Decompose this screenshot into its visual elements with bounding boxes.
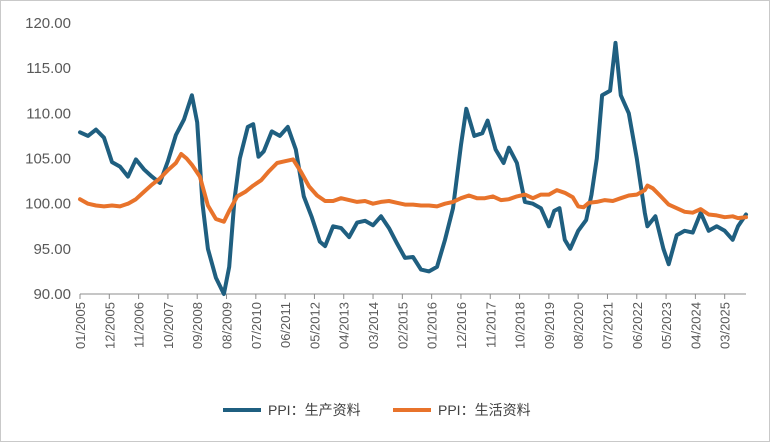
x-tick-label: 06/2022: [630, 302, 645, 349]
y-tick-label: 110.00: [26, 105, 71, 122]
y-tick-label: 100.00: [25, 196, 71, 213]
x-tick-label: 03/2014: [366, 302, 381, 349]
x-axis-ticks: 01/2005 12/2005 11/2006 10/2007 09/2008 08/20…: [73, 294, 733, 349]
x-tick-label: 04/2013: [337, 302, 352, 349]
x-tick-label: 12/2016: [454, 302, 469, 349]
y-tick-label: 115.00: [26, 60, 71, 77]
x-tick-label: 10/2007: [161, 302, 176, 349]
x-tick-label: 08/2009: [220, 302, 235, 349]
legend: PPI：生产资料 PPI：生活资料: [223, 402, 531, 418]
series-line-0: [78, 40, 748, 296]
x-tick-label: 02/2015: [395, 302, 410, 349]
x-tick-label: 09/2019: [542, 302, 557, 349]
x-tick-label: 04/2024: [688, 302, 703, 349]
y-tick-label: 105.00: [25, 151, 71, 168]
x-tick-label: 11/2017: [483, 302, 498, 348]
legend-label-0: PPI：生产资料: [268, 402, 361, 418]
x-tick-label: 08/2020: [571, 302, 586, 349]
x-tick-label: 01/2016: [425, 302, 440, 349]
plot-series: [78, 40, 748, 296]
x-tick-label: 12/2005: [102, 302, 117, 349]
series-line-1: [78, 152, 748, 224]
x-tick-label: 10/2018: [513, 302, 528, 349]
x-tick-label: 03/2025: [718, 302, 733, 349]
x-tick-label: 01/2005: [73, 302, 88, 349]
x-tick-label: 07/2021: [600, 302, 615, 349]
x-tick-label: 05/2012: [307, 302, 322, 349]
y-tick-label: 90.00: [33, 286, 71, 303]
x-tick-label: 09/2008: [190, 302, 205, 349]
x-tick-label: 11/2006: [132, 302, 147, 348]
x-tick-label: 07/2010: [249, 302, 264, 349]
y-tick-label: 95.00: [33, 241, 71, 258]
x-tick-label: 06/2011: [278, 302, 293, 348]
y-axis-ticks: 90.00 95.00 100.00 105.00 110.00 115.00 120.00: [25, 15, 71, 303]
legend-label-1: PPI：生活资料: [438, 402, 531, 418]
y-tick-label: 120.00: [25, 15, 71, 32]
x-tick-label: 05/2023: [659, 302, 674, 349]
